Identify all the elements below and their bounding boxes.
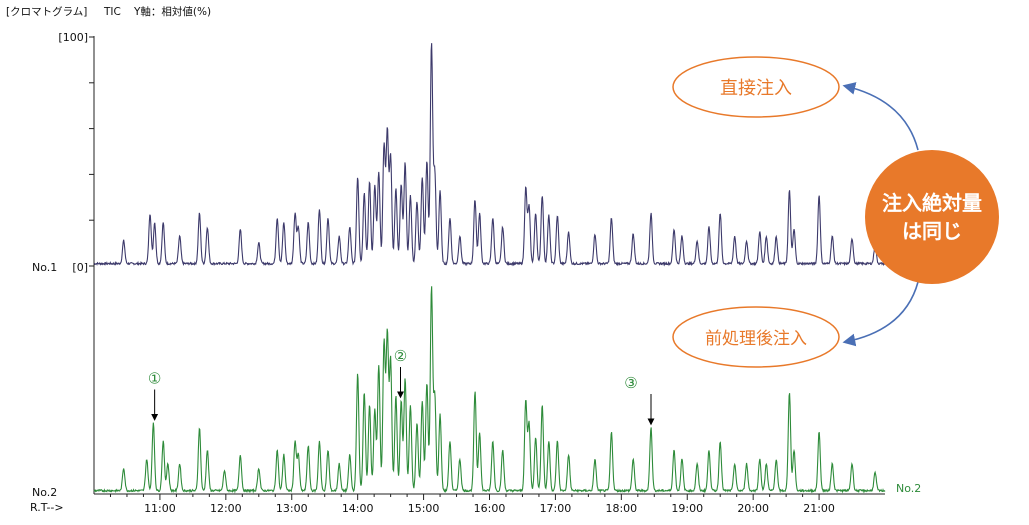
pretreatment-injection-callout xyxy=(672,306,840,368)
same-amount-text-1: 注入絶対量 xyxy=(882,191,982,215)
same-amount-badge xyxy=(865,150,999,284)
y-axis-ticks xyxy=(89,36,94,267)
trace2-label: No.2 xyxy=(32,486,57,499)
rt-label: R.T--> xyxy=(30,501,64,514)
pretreatment-injection-label: 前処理後注入 xyxy=(705,329,807,349)
x-tick-label: 12:00 xyxy=(210,502,242,515)
trace-no2-line xyxy=(93,286,886,494)
chart-header-mode: TIC xyxy=(103,6,121,18)
direct-injection-callout xyxy=(672,56,840,118)
x-axis-ticks: 11:00 12:00 13:00 14:00 15:00 16:00 17:00 18:00… xyxy=(109,494,835,515)
x-tick-label: 16:00 xyxy=(474,502,506,515)
x-tick-label: 14:00 xyxy=(342,502,374,515)
y-min-label: [0] xyxy=(72,261,88,274)
arrow-to-direct xyxy=(842,82,919,151)
chart-header-axis-note: Y軸：相対値(%) xyxy=(133,5,211,18)
peak-marker-label: ③ xyxy=(624,374,637,392)
x-tick-label: 18:00 xyxy=(605,502,637,515)
chart-header-title: [クロマトグラム] xyxy=(6,5,87,18)
x-tick-label: 20:00 xyxy=(737,502,769,515)
trace1-label: No.1 xyxy=(32,261,57,274)
same-amount-text-2: は同じ xyxy=(902,219,962,243)
x-tick-label: 13:00 xyxy=(276,502,308,515)
peak-marker-label: ② xyxy=(394,347,407,365)
arrow-to-pretreatment xyxy=(842,281,919,347)
trace-no1-line xyxy=(93,43,886,267)
x-tick-label: 19:00 xyxy=(671,502,703,515)
x-tick-label: 15:00 xyxy=(408,502,440,515)
x-tick-label: 17:00 xyxy=(540,502,572,515)
trace2-end-label: No.2 xyxy=(896,482,921,495)
direct-injection-label: 直接注入 xyxy=(720,78,792,99)
x-tick-label: 11:00 xyxy=(144,502,176,515)
peak-markers: ① ② ③ xyxy=(148,347,655,426)
x-tick-label: 21:00 xyxy=(803,502,835,515)
peak-marker-label: ① xyxy=(148,370,161,388)
y-max-label: [100] xyxy=(58,31,88,44)
